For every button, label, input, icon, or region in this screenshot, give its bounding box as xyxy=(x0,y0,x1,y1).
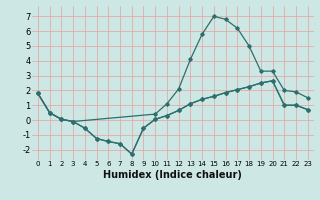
X-axis label: Humidex (Indice chaleur): Humidex (Indice chaleur) xyxy=(103,170,242,180)
